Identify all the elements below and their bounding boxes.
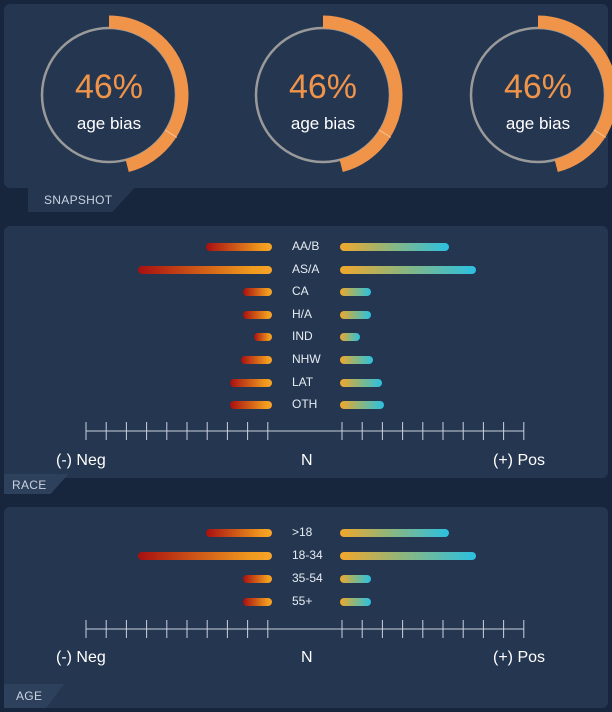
gauge-arc — [537, 15, 612, 173]
age-pos-bar — [340, 552, 477, 560]
age-category-label: >18 — [292, 525, 313, 539]
race-pos-bar — [340, 310, 372, 319]
race-panel: AA/B AS/A CA H/A IND NHW LAT OTH (-) Neg N (+) … — [4, 226, 608, 478]
age-pos-bar — [340, 575, 372, 583]
tab-snapshot[interactable]: SNAPSHOT — [28, 188, 134, 212]
race-category-label: H/A — [292, 306, 313, 321]
race-category-label: AA/B — [292, 239, 320, 253]
race-neg-bar — [229, 378, 272, 387]
age-pos-bar — [340, 598, 372, 606]
race-axis — [85, 422, 525, 440]
race-category-label: OTH — [292, 397, 318, 412]
race-pos-bar — [340, 288, 372, 297]
axis-neg-label: (-) Neg — [56, 452, 106, 469]
age-bias-gauge-1[interactable]: 46% age bias — [24, 10, 194, 180]
race-neg-bar — [137, 265, 272, 274]
race-neg-bar — [240, 356, 272, 364]
gauge-value: 46% — [74, 68, 144, 106]
race-category-label: IND — [292, 329, 313, 344]
age-bias-gauge-3[interactable]: 46% age bias — [453, 10, 612, 180]
race-neg-bar — [242, 288, 272, 297]
race-pos-bar — [340, 356, 374, 364]
race-pos-bar — [340, 265, 477, 274]
tab-race[interactable]: RACE — [4, 474, 69, 494]
age-category-label: 35-54 — [292, 571, 323, 585]
race-pos-bar — [340, 243, 449, 251]
gauge-value: 46% — [288, 68, 358, 106]
age-bias-gauge-2[interactable]: 46% age bias — [238, 10, 408, 180]
gauge-value: 46% — [503, 68, 573, 106]
race-pos-bar — [340, 378, 383, 387]
gauge-label: age bias — [290, 114, 356, 133]
gauge-arc — [322, 15, 403, 173]
axis-pos-label: (+) Pos — [493, 649, 546, 666]
axis-pos-label: (+) Pos — [493, 452, 546, 469]
age-category-label: 18-34 — [292, 548, 323, 562]
age-neg-bar — [205, 529, 272, 537]
gauge-label: age bias — [76, 114, 142, 133]
age-axis — [85, 620, 525, 638]
axis-mid-label: N — [301, 452, 313, 469]
gauge-arc — [108, 15, 189, 173]
gauge-divider — [164, 129, 178, 138]
race-category-label: LAT — [292, 374, 314, 389]
axis-neg-label: (-) Neg — [56, 649, 106, 666]
race-neg-bar — [242, 310, 272, 319]
age-neg-bar — [137, 552, 272, 560]
race-category-label: NHW — [292, 352, 321, 366]
race-neg-bar — [205, 243, 272, 251]
age-category-label: 55+ — [292, 594, 313, 608]
gauge-divider — [378, 129, 392, 138]
race-neg-bar — [253, 333, 272, 342]
axis-mid-label: N — [301, 649, 313, 666]
gauge-ring — [254, 15, 403, 173]
race-pos-bar — [340, 401, 385, 410]
age-panel: >18 18-34 35-54 55+ (-) Neg N (+) Pos — [4, 507, 608, 708]
race-pos-bar — [340, 333, 361, 342]
race-category-label: AS/A — [292, 261, 320, 276]
gauge-divider — [593, 129, 607, 138]
age-pos-bar — [340, 529, 449, 537]
gauge-ring — [40, 15, 189, 173]
race-neg-bar — [229, 401, 272, 410]
gauge-label: age bias — [505, 114, 571, 133]
snapshot-panel: 46% age bias 46% age bias 46% age bias — [4, 4, 612, 188]
age-neg-bar — [242, 598, 272, 606]
gauge-ring — [469, 15, 612, 173]
race-category-label: CA — [292, 284, 309, 299]
age-neg-bar — [242, 575, 272, 583]
